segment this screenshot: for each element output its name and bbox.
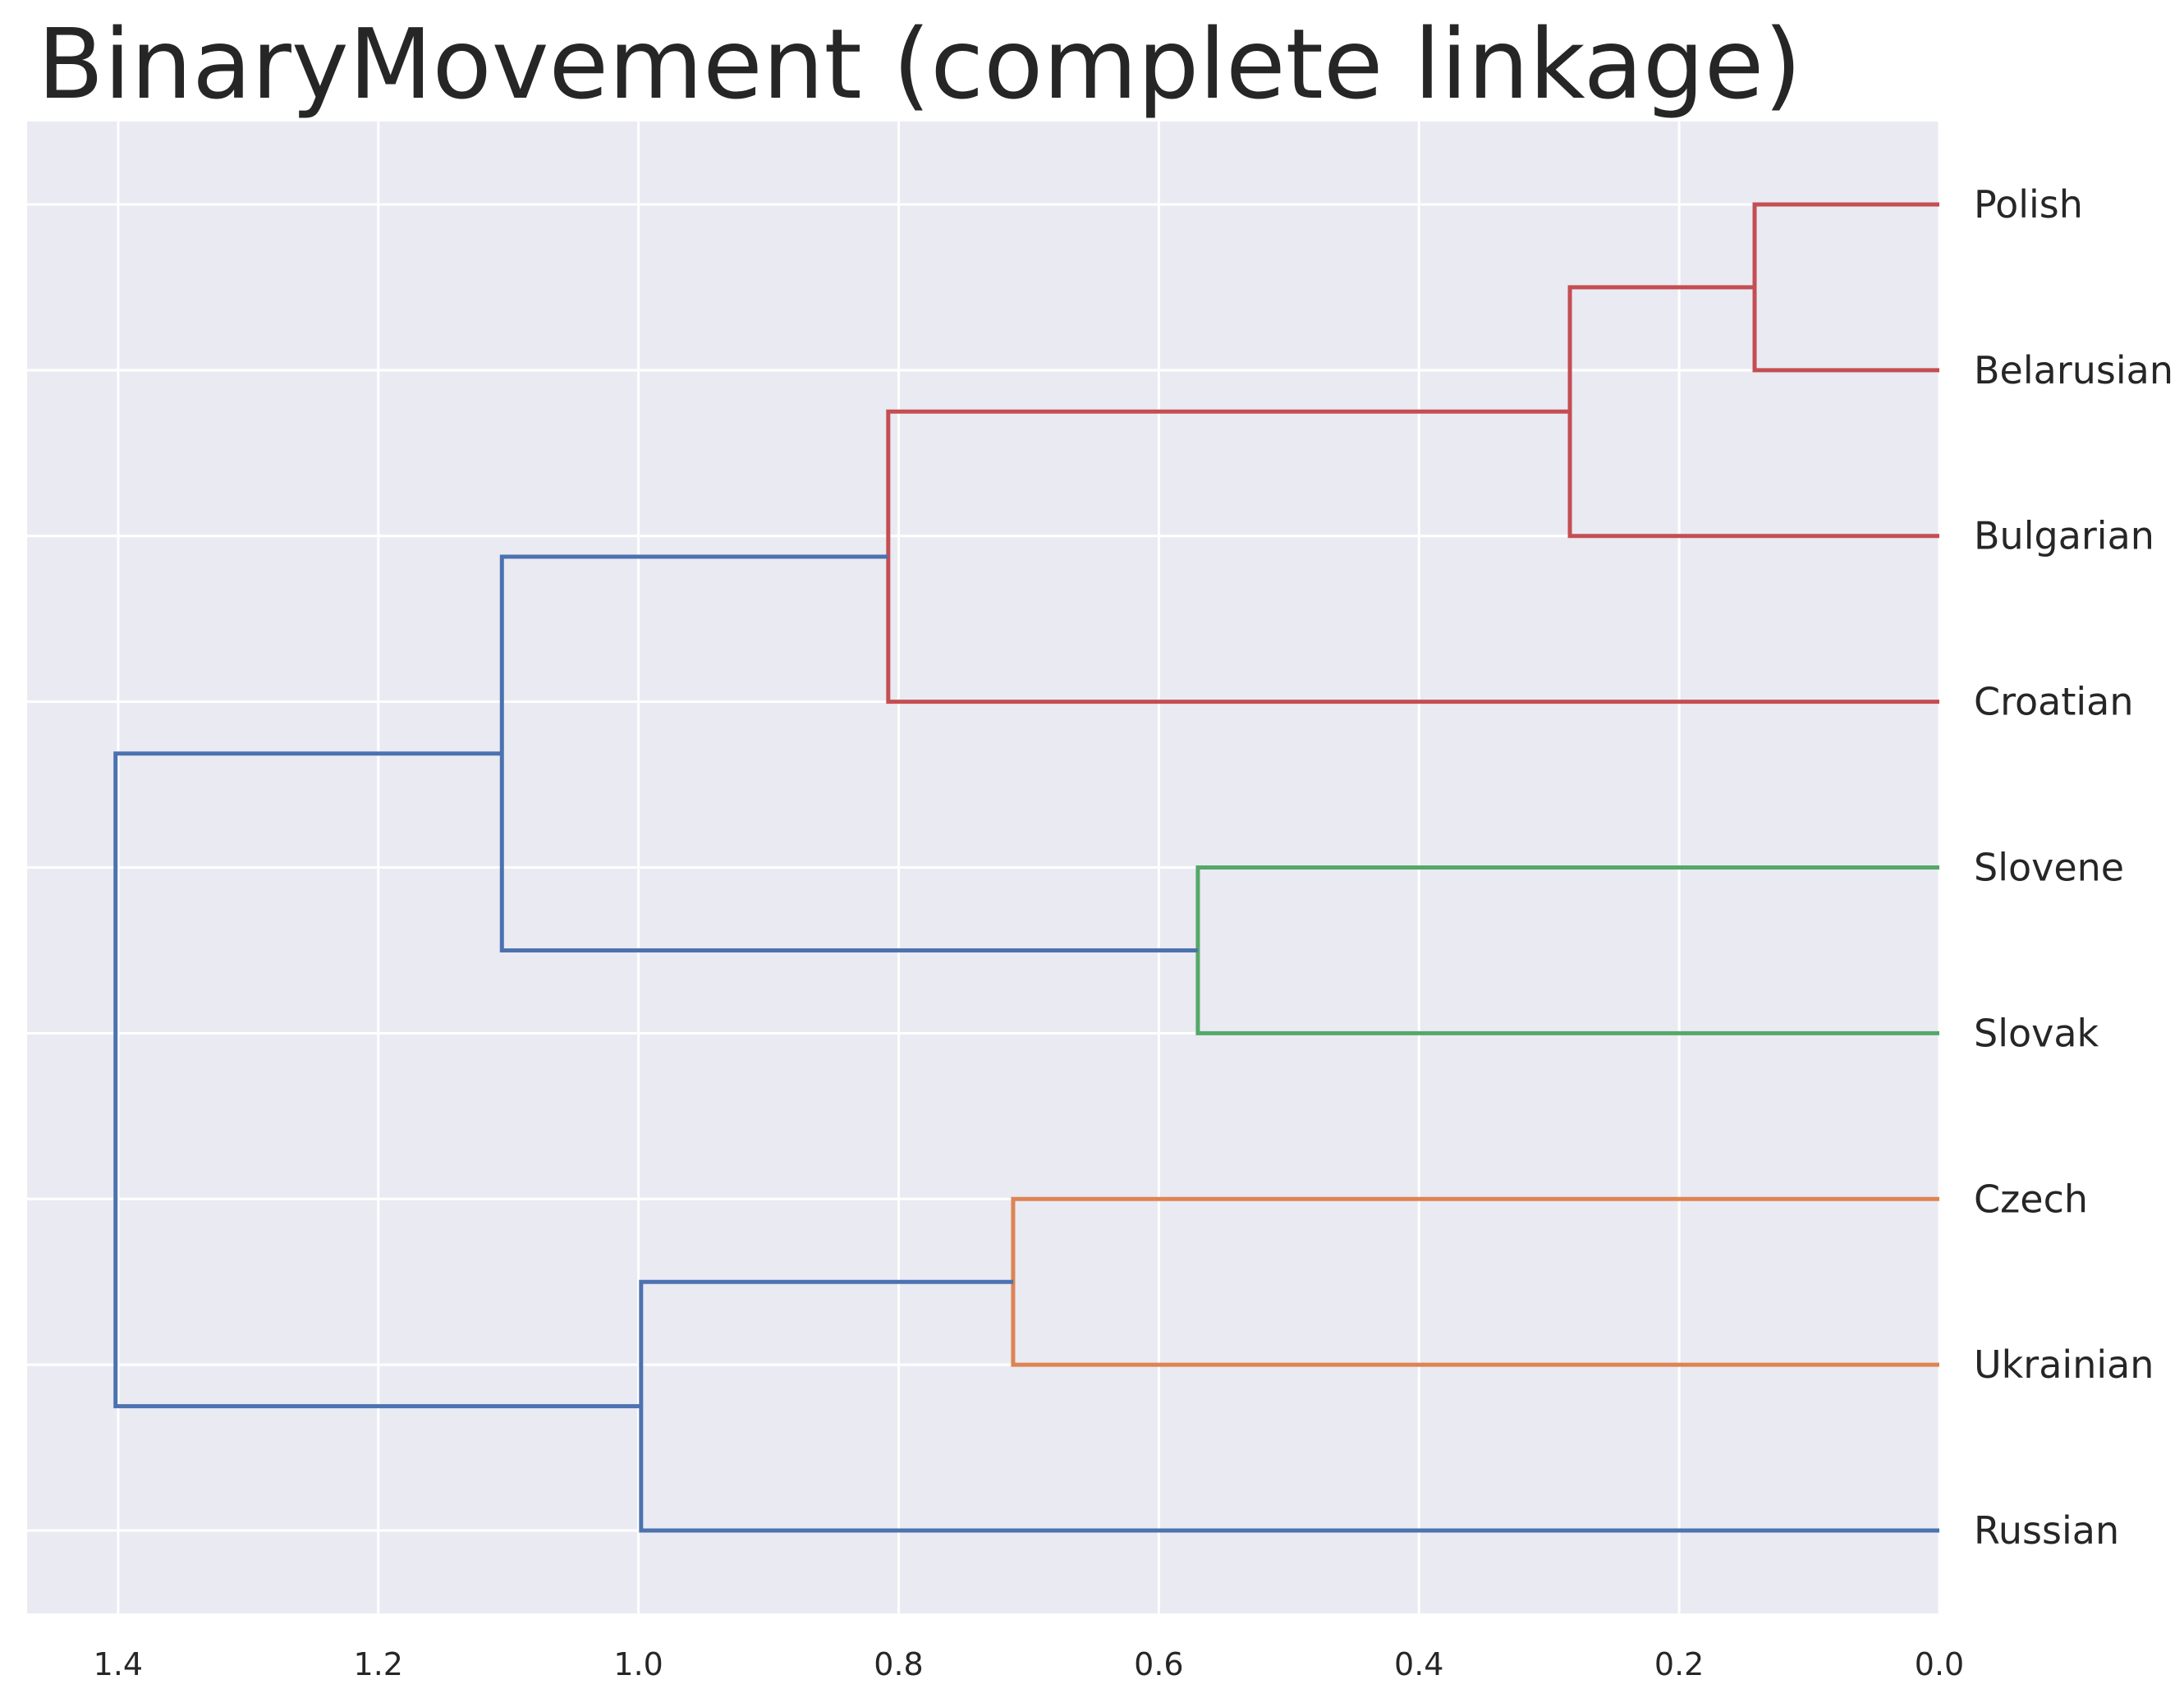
- leaf-label: Ukrainian: [1974, 1342, 2154, 1387]
- x-tick-label: 1.2: [354, 1646, 403, 1682]
- x-tick-label: 1.0: [613, 1646, 663, 1682]
- dendrogram-link: [113, 751, 641, 1409]
- leaf-label: Polish: [1974, 182, 2083, 227]
- leaf-label: Croatian: [1974, 680, 2134, 724]
- leaf-label: Slovak: [1974, 1011, 2099, 1055]
- leaf-label: Bulgarian: [1974, 514, 2154, 558]
- leaf-label: Russian: [1974, 1508, 2119, 1553]
- x-tick-label: 0.4: [1394, 1646, 1443, 1682]
- dendrogram-link: [1195, 865, 1939, 1035]
- x-axis-ticks: 1.4 1.2 1.0 0.8 0.6 0.4 0.2 0.0: [94, 1646, 1965, 1682]
- x-tick-label: 0.0: [1915, 1646, 1964, 1682]
- x-tick-label: 0.2: [1654, 1646, 1704, 1682]
- leaf-label: Belarusian: [1974, 348, 2173, 392]
- x-tick-label: 0.8: [874, 1646, 923, 1682]
- leaf-label: Czech: [1974, 1177, 2088, 1221]
- x-tick-label: 0.6: [1134, 1646, 1183, 1682]
- chart-title: BinaryMovement (complete linkage): [37, 7, 1802, 121]
- dendrogram-links: [113, 202, 1939, 1533]
- leaf-labels: Polish Belarusian Bulgarian Croatian Slovene…: [1974, 182, 2173, 1553]
- leaf-label: Slovene: [1974, 846, 2124, 890]
- x-tick-label: 1.4: [94, 1646, 143, 1682]
- dendrogram-link: [639, 1279, 1939, 1533]
